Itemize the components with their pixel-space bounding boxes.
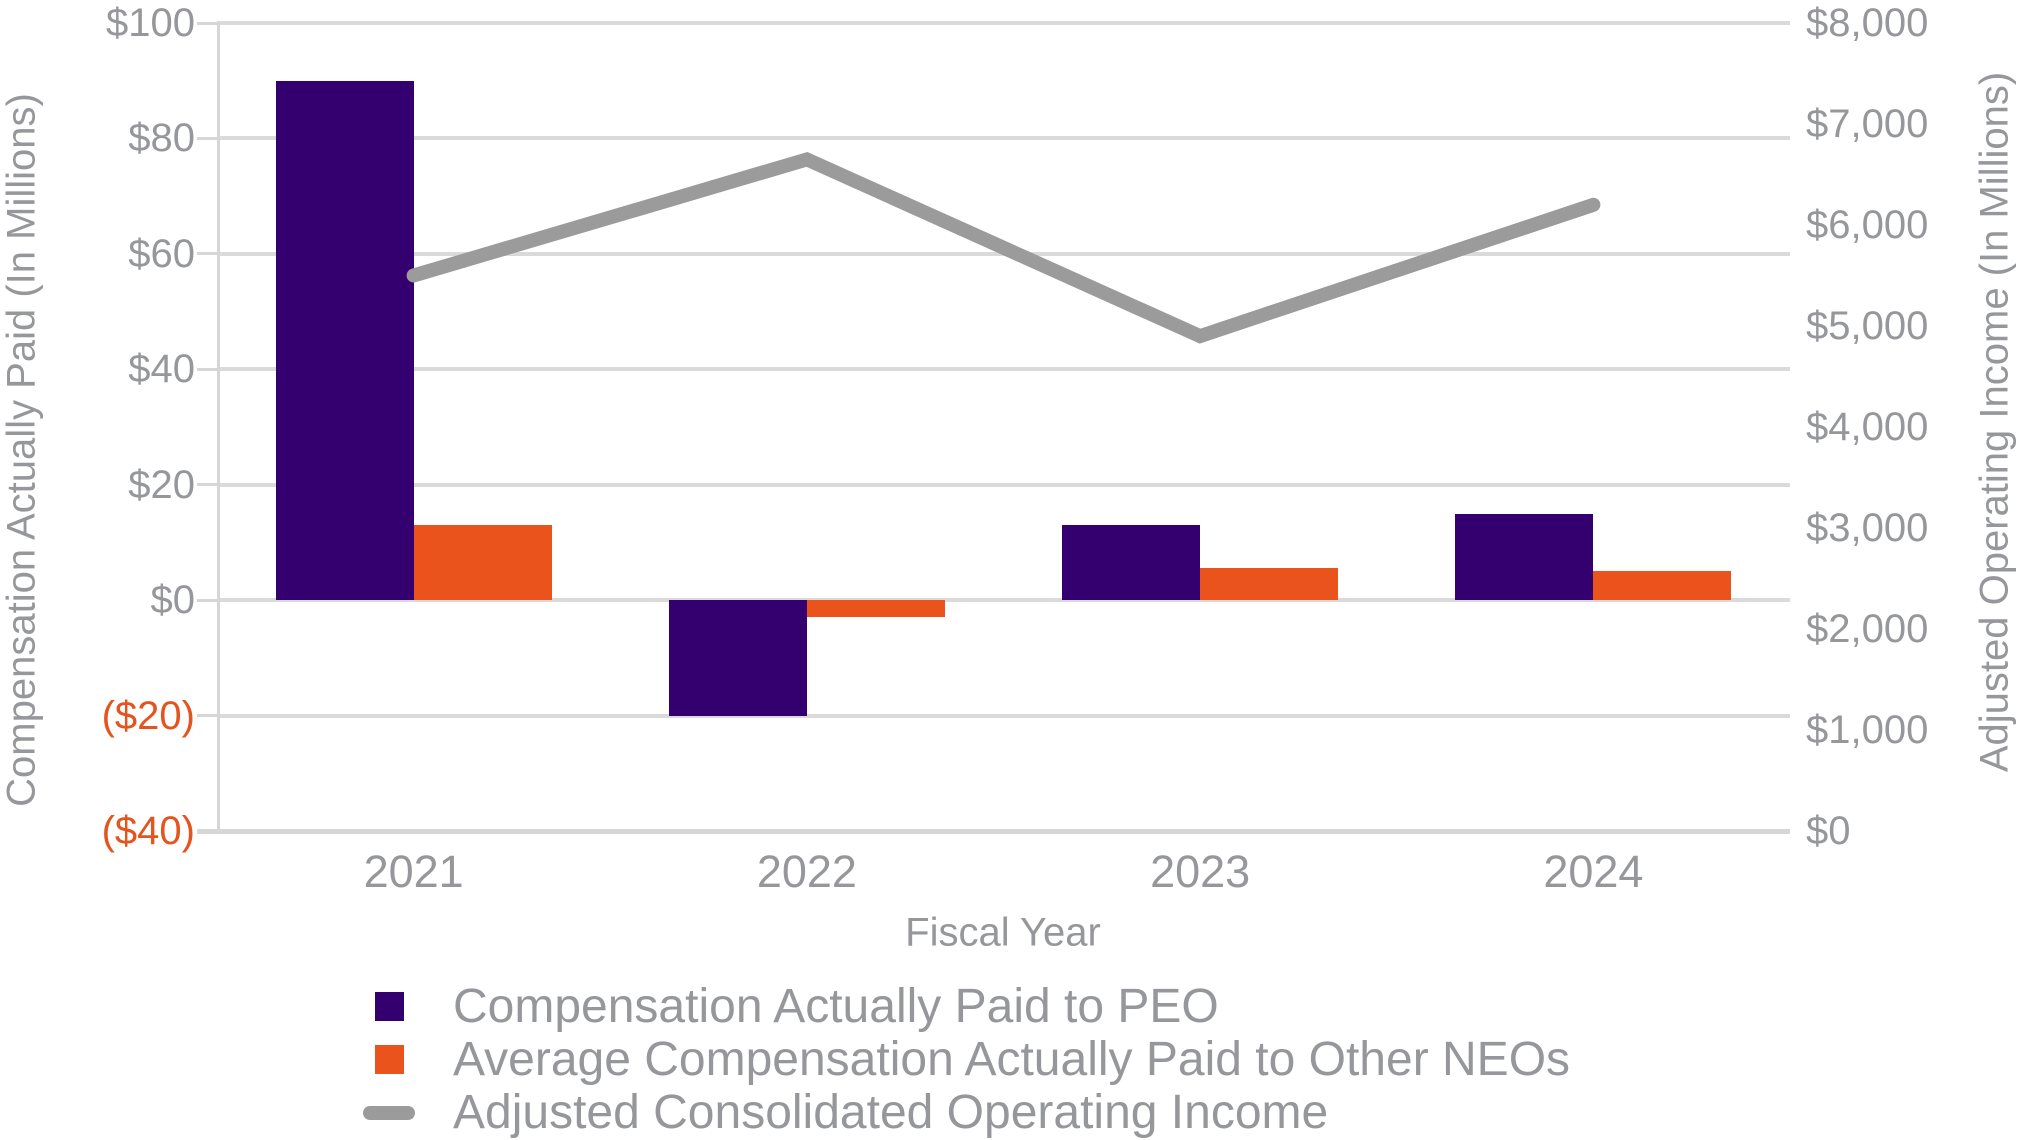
gridline	[217, 367, 1790, 372]
x-axis-year-label: 2022	[756, 846, 857, 897]
left-axis-tick-label: $80	[128, 116, 195, 161]
left-axis-tick-label: ($40)	[101, 809, 195, 853]
left-axis-tick	[197, 21, 217, 25]
right-axis-tick-label: $5,000	[1806, 304, 1929, 348]
legend-label-operating-income: Adjusted Consolidated Operating Income	[453, 1086, 1329, 1139]
left-axis-tick	[197, 252, 217, 256]
right-axis-tick-label: $6,000	[1806, 203, 1929, 247]
left-axis-tick-label: $0	[150, 578, 196, 623]
peo-bar	[668, 600, 807, 716]
gridline	[217, 21, 1790, 25]
x-axis-year-label: 2021	[363, 846, 464, 897]
neo-swatch-box	[363, 1045, 415, 1074]
legend-item-peo: Compensation Actually Paid to PEO	[363, 980, 1570, 1033]
right-axis-title: Adjusted Operating Income (In Millions)	[1972, 71, 2017, 773]
left-axis-tick	[197, 136, 217, 140]
right-axis-tick-label: $0	[1806, 809, 1851, 853]
legend-label-neo: Average Compensation Actually Paid to Ot…	[453, 1033, 1571, 1086]
left-axis-tick-label: $60	[128, 231, 195, 276]
legend-label-peo: Compensation Actually Paid to PEO	[453, 980, 1219, 1033]
peo-bar-swatch-icon	[374, 992, 404, 1021]
peo-bar	[1062, 525, 1201, 601]
legend: Compensation Actually Paid to PEO Averag…	[363, 980, 1570, 1139]
peo-swatch-box	[363, 992, 415, 1021]
neo-bar	[413, 525, 552, 601]
legend-item-neo: Average Compensation Actually Paid to Ot…	[363, 1033, 1570, 1086]
right-axis-tick-label: $2,000	[1806, 607, 1929, 651]
left-axis-tick-label: ($20)	[101, 693, 195, 738]
left-axis-line	[217, 23, 220, 831]
left-axis-tick	[197, 714, 217, 718]
left-axis-tick-label: $20	[128, 462, 195, 507]
gridline	[217, 482, 1790, 487]
income-line-marker-box	[363, 1105, 415, 1120]
income-line-marker-icon	[363, 1105, 415, 1120]
neo-bar	[1200, 568, 1339, 601]
left-axis-tick	[197, 598, 217, 602]
gridline	[217, 136, 1790, 141]
right-axis-tick-label: $7,000	[1806, 102, 1929, 146]
x-axis-title: Fiscal Year	[905, 910, 1101, 955]
right-axis-tick-label: $1,000	[1806, 708, 1929, 752]
legend-item-operating-income: Adjusted Consolidated Operating Income	[363, 1086, 1570, 1139]
left-axis-tick	[197, 483, 217, 487]
neo-bar-swatch-icon	[374, 1045, 404, 1074]
gridline	[217, 598, 1790, 603]
left-axis-tick-label: $100	[106, 1, 195, 45]
left-axis-tick-label: $40	[128, 347, 195, 392]
gridline	[217, 251, 1790, 256]
right-axis-tick-label: $3,000	[1806, 506, 1929, 550]
x-axis-year-label: 2024	[1543, 846, 1644, 897]
peo-bar	[275, 80, 414, 601]
peo-bar	[1455, 513, 1594, 601]
neo-bar	[1593, 571, 1732, 601]
right-axis-tick-label: $8,000	[1806, 1, 1929, 45]
left-axis-tick	[197, 367, 217, 371]
x-axis-year-label: 2023	[1150, 846, 1251, 897]
right-axis-tick-label: $4,000	[1806, 405, 1929, 449]
x-axis-line	[197, 829, 1790, 834]
gridline	[217, 713, 1790, 718]
neo-bar	[806, 600, 945, 618]
